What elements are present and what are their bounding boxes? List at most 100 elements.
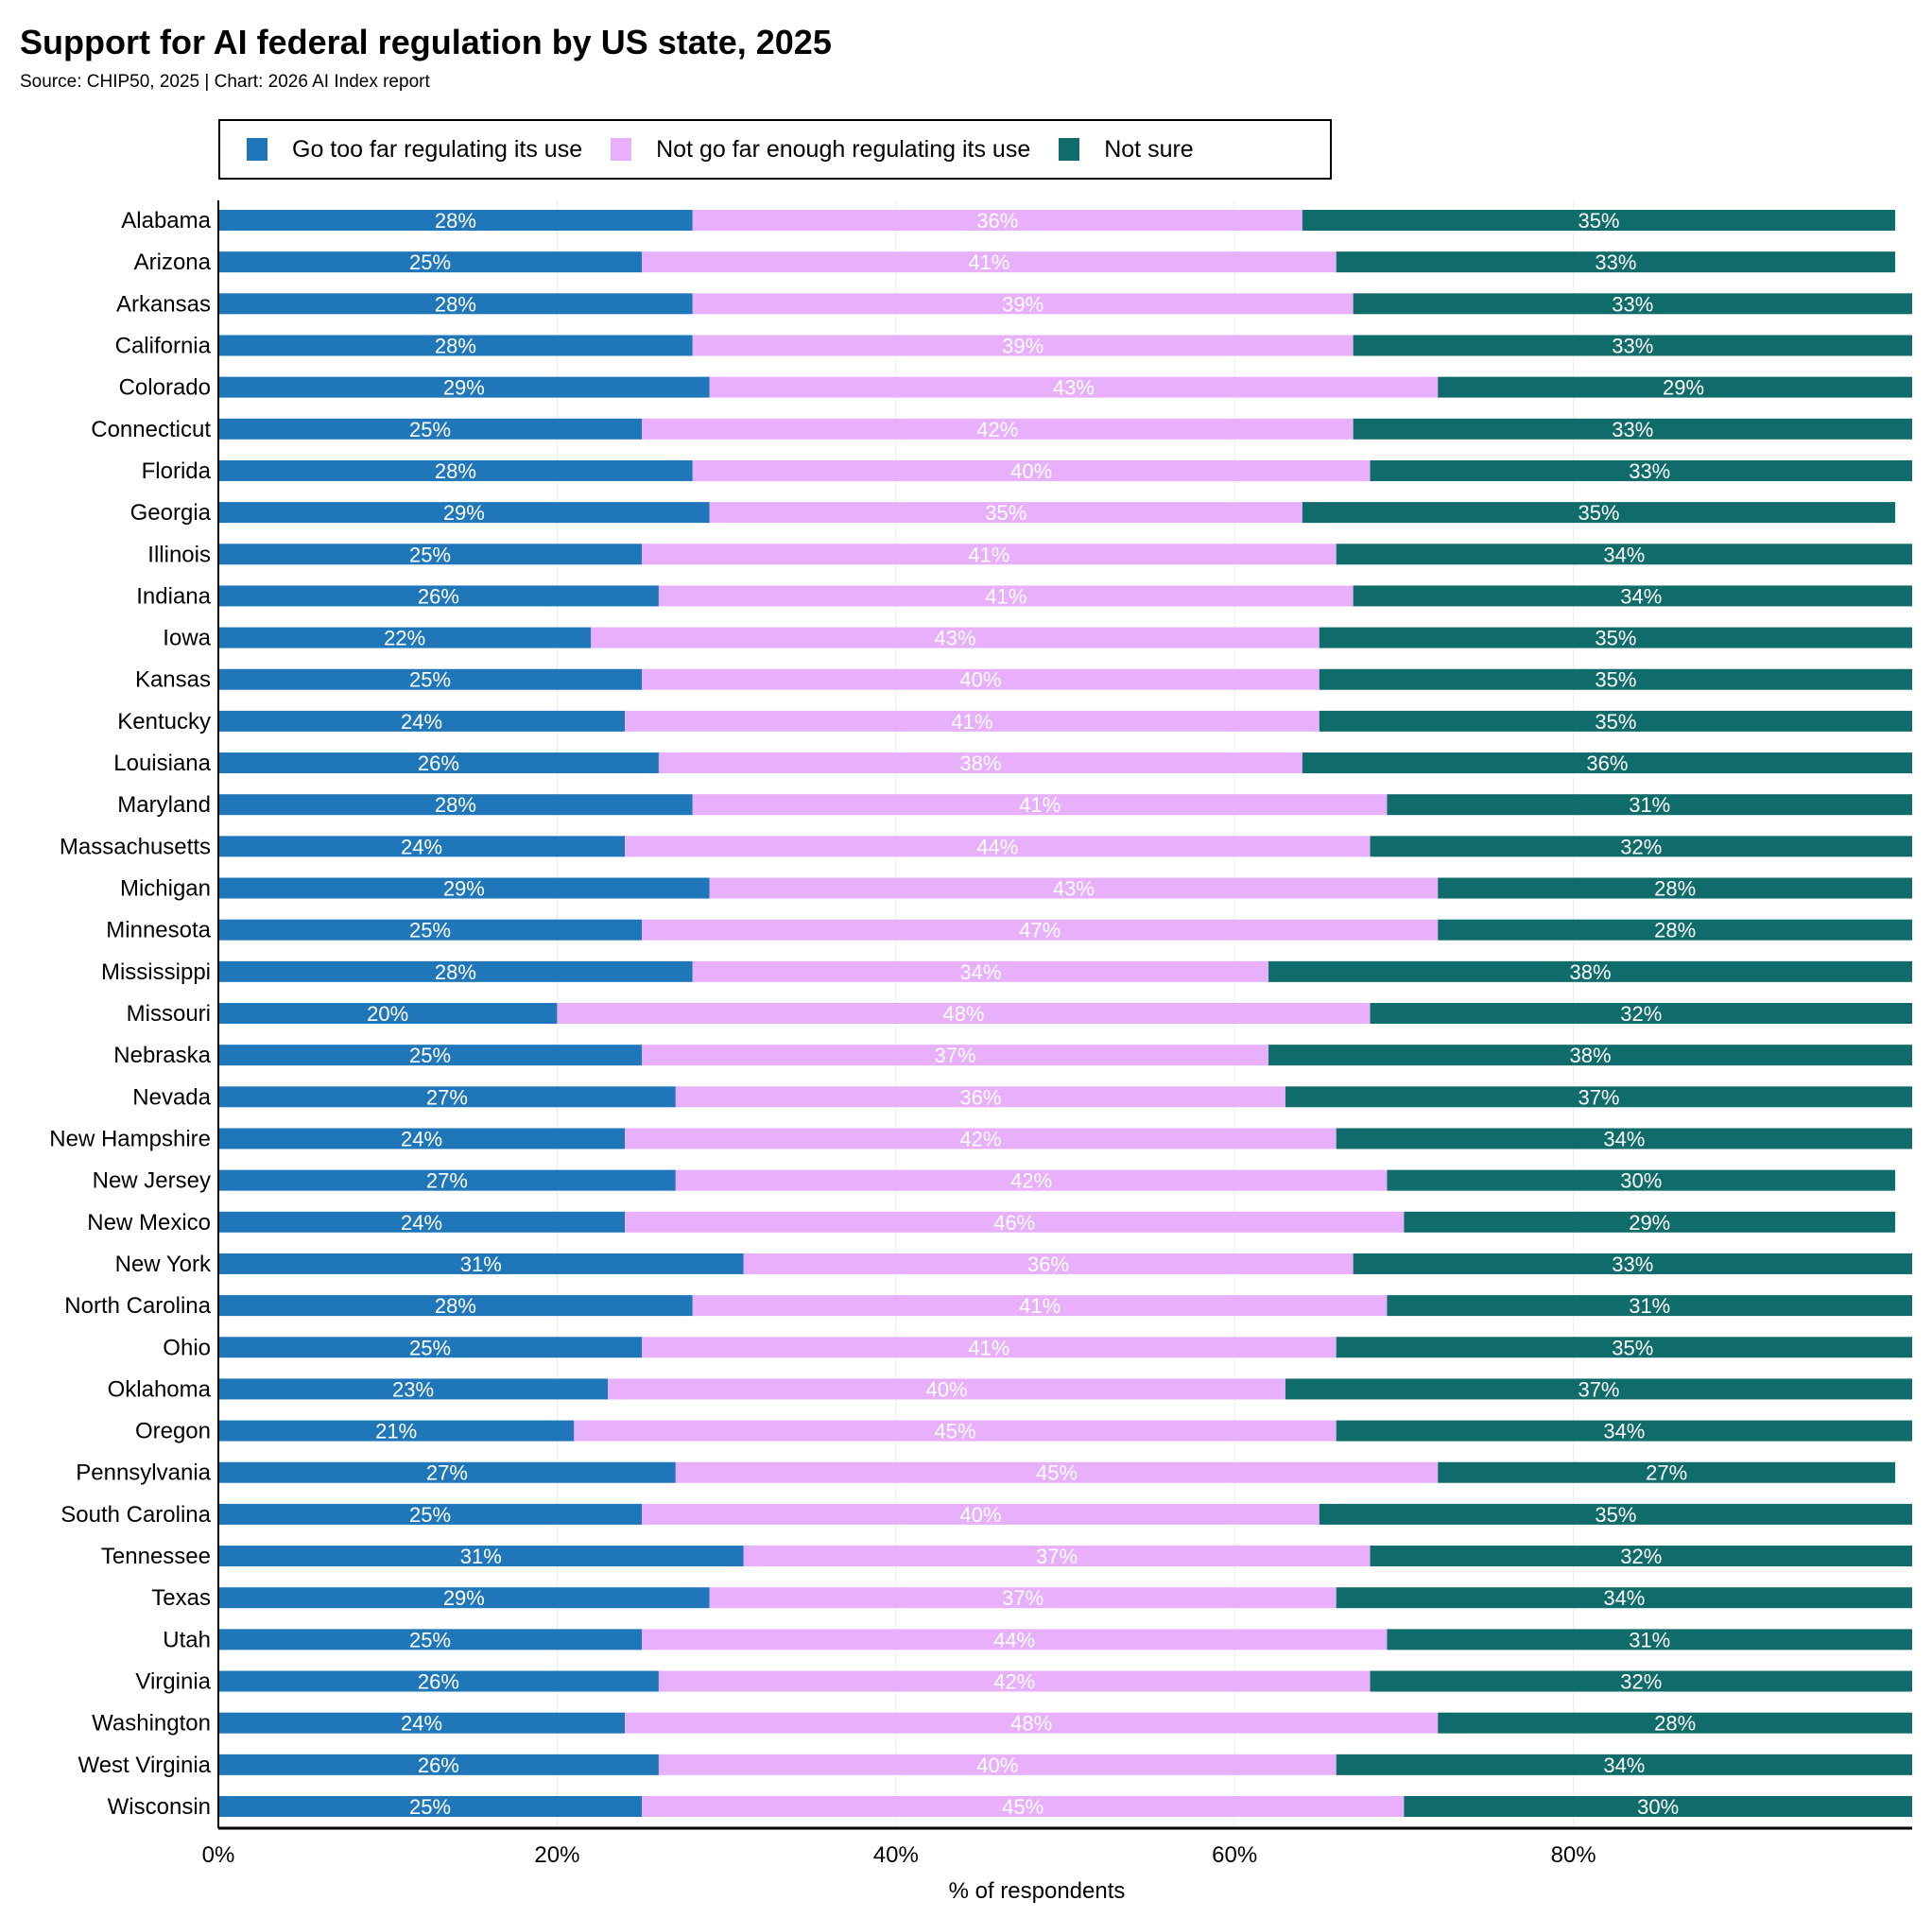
category-label: Alabama (121, 208, 211, 233)
bar-segment (218, 1629, 642, 1650)
bar-segment (218, 544, 642, 565)
data-label: 43% (1053, 376, 1095, 400)
category-label: Arizona (134, 250, 212, 275)
data-label: 42% (959, 1127, 1001, 1150)
bar-segment (218, 293, 693, 315)
data-label: 43% (1053, 877, 1095, 901)
data-label: 34% (959, 960, 1001, 984)
bar-segment (1353, 335, 1912, 356)
bar-segment (218, 710, 626, 732)
data-label: 23% (392, 1377, 434, 1401)
bar-segment (218, 1253, 744, 1274)
data-label: 41% (1019, 793, 1061, 817)
chart-title: Support for AI federal regulation by US … (20, 23, 832, 61)
data-label: 37% (1578, 1085, 1619, 1109)
category-label: Texas (151, 1585, 211, 1611)
bar-segment (1404, 1211, 1896, 1233)
bar-segment (218, 1503, 642, 1525)
data-label: 33% (1595, 251, 1636, 274)
data-label: 46% (993, 1211, 1035, 1235)
data-label: 27% (1646, 1461, 1687, 1485)
bar-segment (1353, 418, 1912, 440)
category-label: Kansas (135, 667, 211, 693)
data-label: 34% (1603, 1754, 1645, 1777)
bar-segment (218, 836, 626, 857)
data-label: 36% (959, 1085, 1001, 1109)
bar-segment (658, 1754, 1337, 1775)
bar-segment (1387, 1295, 1912, 1317)
bar-segment (218, 585, 659, 607)
bar-segment (1302, 502, 1896, 524)
bar-segment (743, 1546, 1371, 1567)
bar-segment (709, 1587, 1337, 1609)
category-label: Mississippi (101, 959, 211, 985)
bar-segment (1319, 710, 1912, 732)
data-label: 34% (1603, 1127, 1645, 1150)
bar-segment (692, 335, 1354, 356)
category-label: Kentucky (117, 709, 211, 734)
data-label: 29% (443, 1586, 485, 1610)
bar-segment (1336, 251, 1896, 273)
bar-segment (218, 1045, 642, 1066)
bar-segment (1336, 1420, 1912, 1442)
bar-segment (1404, 1796, 1912, 1817)
data-label: 40% (959, 668, 1001, 692)
bar-segment (1319, 668, 1912, 690)
data-label: 26% (418, 584, 459, 608)
data-label: 45% (1002, 1795, 1044, 1819)
chart-subtitle: Source: CHIP50, 2025 | Chart: 2026 AI In… (20, 72, 430, 92)
bar-segment (218, 1461, 676, 1483)
category-label: Maryland (117, 792, 211, 818)
category-label: New York (115, 1252, 212, 1277)
bar-segment (218, 1420, 575, 1442)
data-label: 22% (384, 627, 425, 650)
data-label: 28% (435, 292, 476, 316)
bar-segment (709, 502, 1302, 524)
bar-segment (574, 1420, 1337, 1442)
bar-segment (1285, 1086, 1912, 1108)
category-label: Washington (92, 1711, 211, 1737)
data-label: 37% (1578, 1377, 1619, 1401)
data-label: 28% (435, 793, 476, 817)
category-label: Nevada (132, 1084, 211, 1110)
data-label: 25% (409, 1336, 451, 1359)
category-label: Utah (163, 1627, 211, 1652)
data-label: 38% (1569, 960, 1611, 984)
bar-segment (218, 960, 693, 982)
legend-label: Not go far enough regulating its use (656, 135, 1031, 163)
data-label: 28% (435, 960, 476, 984)
category-label: Colorado (119, 375, 211, 401)
data-label: 32% (1620, 1002, 1662, 1026)
bar-segment (1302, 752, 1912, 774)
bar-segment (625, 1128, 1337, 1149)
bar-segment (1353, 1253, 1912, 1274)
data-label: 36% (976, 209, 1018, 233)
bar-segment (675, 1086, 1285, 1108)
bar-segment (625, 710, 1320, 732)
category-label: Oklahoma (108, 1376, 212, 1402)
bar-segment (218, 1086, 676, 1108)
category-label: Tennessee (101, 1544, 211, 1569)
data-label: 44% (976, 835, 1018, 858)
data-label: 25% (409, 418, 451, 441)
data-label: 42% (993, 1670, 1035, 1694)
bar-segment (557, 1003, 1371, 1024)
bar-segment (218, 1295, 693, 1317)
data-label: 26% (418, 752, 459, 775)
bar-segment (1336, 1587, 1912, 1609)
data-label: 40% (959, 1503, 1001, 1527)
legend-item-not-sure: Not sure (1059, 136, 1194, 164)
data-label: 33% (1629, 459, 1670, 483)
data-label: 31% (1629, 1628, 1670, 1651)
data-label: 28% (435, 334, 476, 357)
bar-segment (1438, 1461, 1896, 1483)
bar-segment (1302, 210, 1896, 231)
data-label: 38% (1569, 1044, 1611, 1067)
bar-segment (218, 752, 659, 774)
bar-segment (218, 502, 710, 524)
x-tick-label: 40% (873, 1842, 919, 1868)
bar-segment (1370, 459, 1912, 481)
data-label: 35% (1612, 1336, 1653, 1359)
data-label: 29% (443, 376, 485, 400)
bar-segment (642, 1503, 1320, 1525)
